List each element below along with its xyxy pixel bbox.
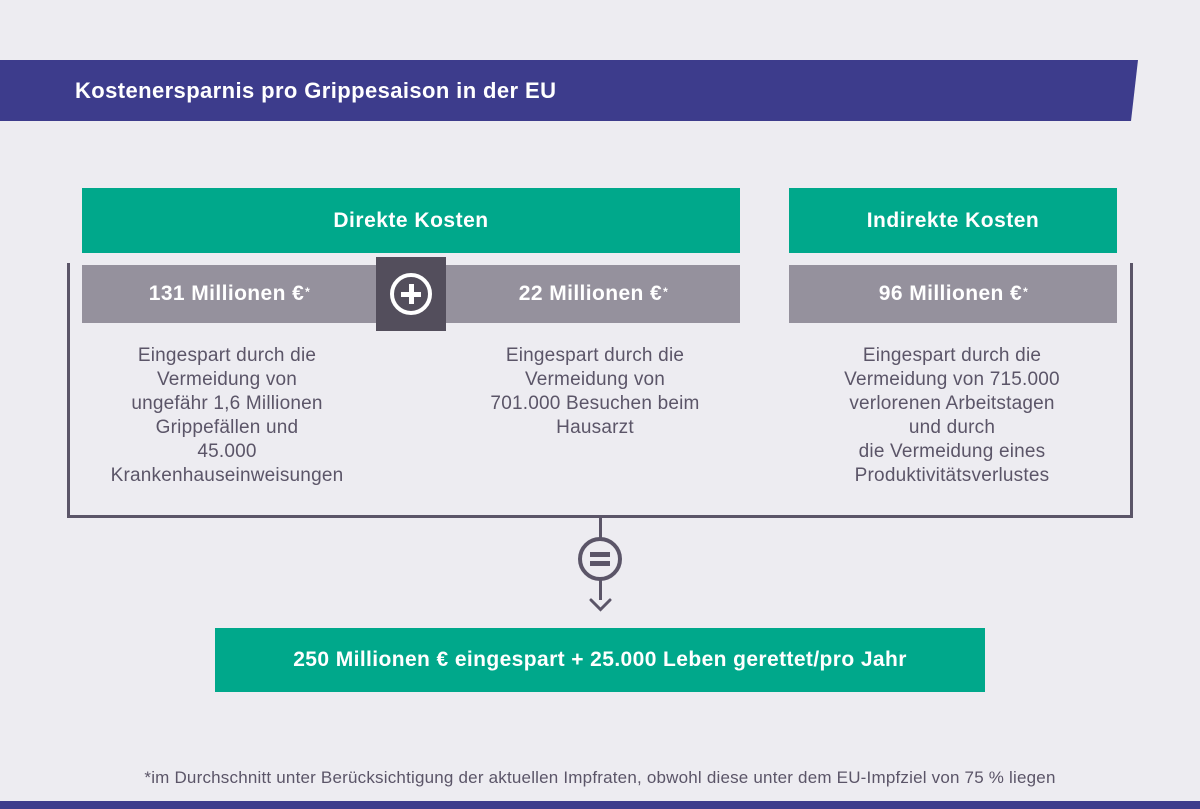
amount-direct-1: 131 Millionen € *: [82, 265, 376, 323]
indirect-costs-header: Indirekte Kosten: [789, 188, 1117, 253]
plus-icon: [390, 273, 432, 315]
footnote-marker: *: [305, 285, 311, 299]
bottom-accent-bar: [0, 801, 1200, 809]
total-savings-box: 250 Millionen € eingespart + 25.000 Lebe…: [215, 628, 985, 692]
description-direct-2: Eingespart durch die Vermeidung von 701.…: [490, 345, 700, 438]
connector-stem-top: [599, 518, 602, 538]
plus-operator-box: [376, 257, 446, 331]
description-indirect-1: Eingespart durch die Vermeidung von 715.…: [844, 345, 1060, 486]
amount-indirect-1: 96 Millionen € *: [789, 265, 1117, 323]
title-banner: Kostenersparnis pro Grippesaison in der …: [0, 60, 1138, 121]
equals-icon: [578, 537, 622, 581]
footnote-text: *im Durchschnitt unter Berücksichtigung …: [144, 768, 1056, 787]
bracket-bottom-line: [67, 515, 1133, 518]
bracket-left-line: [67, 263, 70, 518]
indirect-costs-header-label: Indirekte Kosten: [866, 208, 1040, 232]
arrow-down-icon: [589, 598, 612, 612]
connector-stem-bottom: [599, 580, 602, 600]
footnote-marker: *: [1023, 285, 1029, 299]
amount-direct-2: 22 Millionen € *: [446, 265, 740, 323]
bracket-right-line: [1130, 263, 1133, 518]
total-savings-text: 250 Millionen € eingespart + 25.000 Lebe…: [293, 648, 907, 671]
description-direct-1: Eingespart durch die Vermeidung von unge…: [110, 345, 344, 486]
indirect-costs-amount-bar: [789, 265, 1117, 323]
amount-indirect-1-value: 96 Millionen €: [878, 282, 1023, 305]
page-title: Kostenersparnis pro Grippesaison in der …: [75, 77, 557, 103]
amount-direct-1-value: 131 Millionen €: [148, 282, 305, 305]
amount-direct-2-value: 22 Millionen €: [518, 282, 663, 305]
direct-costs-header-label: Direkte Kosten: [333, 208, 489, 232]
footnote-marker: *: [663, 285, 669, 299]
direct-costs-header: Direkte Kosten: [82, 188, 740, 253]
